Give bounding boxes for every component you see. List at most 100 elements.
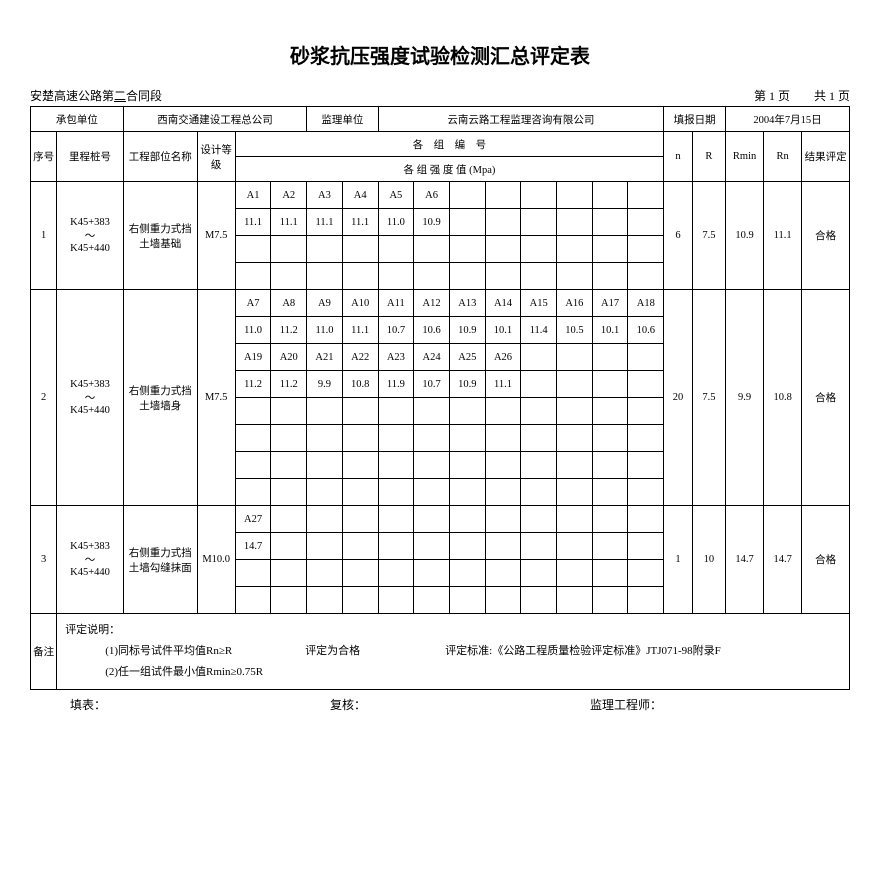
cell-group: A25 <box>449 344 485 371</box>
cell-group <box>628 344 664 371</box>
cell-group <box>378 236 414 263</box>
notes-content: 评定说明： (1)同标号试件平均值Rn≥R 评定为合格 评定标准:《公路工程质量… <box>57 614 850 690</box>
header-row-1: 序号 里程桩号 工程部位名称 设计等级 各 组 编 号 n R Rmin Rn … <box>31 132 850 157</box>
cell-group <box>342 236 378 263</box>
cell-group: A7 <box>235 290 271 317</box>
cell-group <box>342 560 378 587</box>
cell-group <box>235 560 271 587</box>
cell-group: 11.1 <box>342 209 378 236</box>
cell-group <box>414 587 450 614</box>
cell-group <box>342 452 378 479</box>
cell-group: A1 <box>235 182 271 209</box>
cell-group: A26 <box>485 344 521 371</box>
cell-group <box>521 506 557 533</box>
cell-group <box>235 587 271 614</box>
footer-filler: 填表： <box>30 696 330 713</box>
footer-engineer: 监理工程师： <box>590 696 850 713</box>
cell-group: 11.4 <box>521 317 557 344</box>
cell-group <box>628 533 664 560</box>
cell-group <box>271 587 307 614</box>
cell-group: 10.6 <box>414 317 450 344</box>
notes-std: 评定标准:《公路工程质量检验评定标准》JTJ071-98附录F <box>445 641 841 662</box>
cell-group: 10.5 <box>557 317 593 344</box>
cell-group <box>592 479 628 506</box>
cell-result: 合格 <box>802 506 850 614</box>
cell-group: 11.0 <box>307 317 343 344</box>
cell-group <box>235 452 271 479</box>
cell-group: A20 <box>271 344 307 371</box>
cell-group <box>449 479 485 506</box>
cell-group <box>521 452 557 479</box>
cell-group: 10.9 <box>414 209 450 236</box>
cell-R: 10 <box>692 506 725 614</box>
col-seq: 序号 <box>31 132 57 182</box>
cell-group: 11.2 <box>271 371 307 398</box>
cell-group <box>449 587 485 614</box>
cell-group: A27 <box>235 506 271 533</box>
cell-group <box>521 425 557 452</box>
col-R: R <box>692 132 725 182</box>
table-row: 2K45+383～K45+440右侧重力式挡土墙墙身M7.5A7A8A9A10A… <box>31 290 850 317</box>
supervisor-label: 监理单位 <box>307 107 378 132</box>
cell-group <box>521 182 557 209</box>
cell-grade: M7.5 <box>197 182 235 290</box>
contract-prefix: 安楚高速公路第 <box>30 89 114 103</box>
cell-group <box>414 452 450 479</box>
cell-group: 10.1 <box>592 317 628 344</box>
cell-group <box>557 425 593 452</box>
cell-group <box>235 398 271 425</box>
cell-group <box>485 560 521 587</box>
cell-group: A16 <box>557 290 593 317</box>
cell-group <box>557 587 593 614</box>
cell-group <box>307 533 343 560</box>
cell-group: A2 <box>271 182 307 209</box>
cell-group: A15 <box>521 290 557 317</box>
cell-group <box>449 560 485 587</box>
cell-group <box>628 371 664 398</box>
cell-group <box>557 398 593 425</box>
cell-group: 11.0 <box>235 317 271 344</box>
cell-group <box>342 425 378 452</box>
cell-group: A19 <box>235 344 271 371</box>
cell-group <box>557 560 593 587</box>
cell-group: A10 <box>342 290 378 317</box>
cell-group <box>449 182 485 209</box>
cell-group: 11.1 <box>271 209 307 236</box>
cell-group: A23 <box>378 344 414 371</box>
col-Rn: Rn <box>764 132 802 182</box>
cell-group <box>628 398 664 425</box>
cell-group <box>342 398 378 425</box>
col-n: n <box>664 132 693 182</box>
cell-group: A13 <box>449 290 485 317</box>
cell-group <box>557 182 593 209</box>
cell-group <box>342 506 378 533</box>
cell-group <box>414 506 450 533</box>
cell-group <box>307 506 343 533</box>
cell-group: 9.9 <box>307 371 343 398</box>
cell-group <box>307 398 343 425</box>
cell-group <box>592 533 628 560</box>
cell-group: A17 <box>592 290 628 317</box>
cell-group <box>378 533 414 560</box>
cell-group: A22 <box>342 344 378 371</box>
cell-group <box>485 398 521 425</box>
contract-suffix: 合同段 <box>126 89 162 103</box>
cell-result: 合格 <box>802 290 850 506</box>
cell-Rn: 10.8 <box>764 290 802 506</box>
cell-group <box>378 263 414 290</box>
cell-group <box>521 560 557 587</box>
cell-group <box>628 236 664 263</box>
col-group-val: 各 组 强 度 值 (Mpa) <box>235 157 663 182</box>
cell-group: A4 <box>342 182 378 209</box>
cell-group <box>557 371 593 398</box>
cell-group <box>378 398 414 425</box>
cell-group <box>521 344 557 371</box>
notes-heading: 评定说明： <box>65 620 841 641</box>
cell-group <box>271 452 307 479</box>
cell-group <box>449 263 485 290</box>
cell-group <box>307 560 343 587</box>
cell-part: 右侧重力式挡土墙基础 <box>123 182 197 290</box>
cell-group <box>449 452 485 479</box>
cell-group: 10.7 <box>378 317 414 344</box>
notes-label: 备注 <box>31 614 57 690</box>
